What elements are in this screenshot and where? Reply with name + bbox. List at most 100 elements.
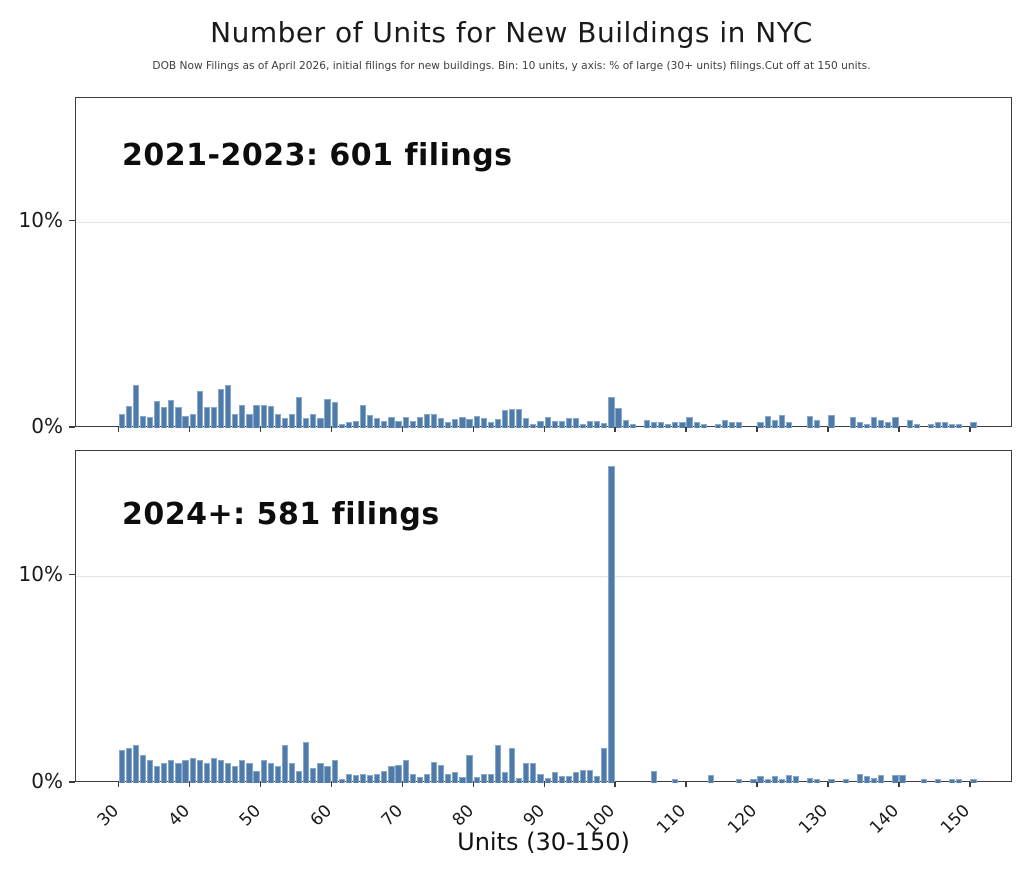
x-tick-mark (401, 427, 404, 432)
histogram-bar-units-107 (665, 423, 672, 428)
histogram-bar-units-30 (118, 749, 125, 783)
histogram-bar-units-47 (239, 760, 246, 783)
y-tick-mark (69, 781, 75, 783)
histogram-bar-units-89 (537, 773, 544, 783)
histogram-bar-units-105 (650, 770, 658, 783)
histogram-bar-units-78 (459, 416, 466, 428)
x-tick-mark (827, 427, 829, 432)
histogram-bar-units-53 (281, 417, 289, 428)
histogram-bar-units-71 (409, 773, 416, 783)
histogram-bar-units-101 (622, 420, 629, 428)
histogram-bar-units-123 (778, 414, 785, 428)
y-tick-mark (69, 573, 75, 575)
histogram-bar-units-117 (736, 421, 743, 428)
histogram-bar-units-93 (565, 417, 572, 428)
x-tick-mark (259, 782, 262, 787)
histogram-bar-units-144 (927, 423, 934, 428)
x-tick-mark (685, 782, 687, 787)
histogram-bar-units-92 (558, 421, 565, 428)
histogram-bar-units-94 (572, 417, 580, 428)
histogram-bar-units-100 (615, 408, 622, 428)
histogram-bar-units-36 (161, 763, 168, 783)
x-tick-mark (543, 782, 545, 787)
histogram-bar-units-86 (516, 409, 523, 428)
histogram-bar-units-142 (913, 424, 920, 428)
histogram-bar-units-84 (501, 410, 509, 428)
y-tick-mark (69, 426, 75, 428)
y-tick-label: 10% (18, 207, 63, 232)
histogram-bar-units-33 (139, 754, 147, 783)
histogram-bar-units-31 (125, 406, 132, 428)
histogram-bar-units-93 (565, 775, 572, 783)
histogram-bar-units-84 (501, 771, 509, 783)
histogram-bar-units-135 (863, 775, 871, 783)
histogram-bar-units-31 (125, 747, 132, 783)
histogram-bar-units-72 (416, 776, 423, 783)
histogram-bar-units-63 (352, 420, 360, 428)
histogram-bar-units-114 (714, 424, 722, 428)
histogram-bar-units-51 (267, 406, 274, 428)
histogram-bar-units-58 (317, 417, 324, 428)
histogram-bar-units-116 (729, 421, 736, 428)
histogram-bar-units-128 (814, 778, 821, 783)
histogram-bar-units-38 (175, 763, 182, 783)
histogram-bar-units-137 (878, 774, 885, 783)
x-tick-mark (827, 782, 829, 787)
histogram-bar-units-132 (842, 778, 849, 783)
x-tick-mark (898, 427, 900, 432)
histogram-bar-units-105 (650, 421, 658, 428)
histogram-bar-units-67 (381, 420, 388, 428)
histogram-bar-units-85 (509, 747, 516, 783)
x-tick-mark (756, 782, 758, 787)
histogram-bar-units-134 (856, 421, 864, 428)
histogram-bar-units-65 (367, 414, 374, 428)
histogram-bar-units-34 (146, 760, 154, 783)
histogram-bar-units-73 (423, 773, 430, 783)
histogram-bar-units-63 (352, 775, 360, 783)
histogram-bar-units-81 (480, 417, 487, 428)
histogram-bar-units-73 (423, 413, 430, 428)
histogram-bar-units-74 (430, 762, 438, 783)
x-tick-mark (969, 782, 971, 787)
histogram-bar-units-96 (587, 421, 594, 428)
histogram-bar-units-74 (430, 413, 438, 428)
histogram-bar-units-61 (338, 778, 345, 783)
x-tick-mark (756, 427, 758, 432)
histogram-bar-units-50 (260, 760, 267, 783)
histogram-bar-units-95 (579, 424, 587, 428)
histogram-bar-units-139 (892, 774, 899, 783)
histogram-bar-units-52 (274, 766, 281, 783)
histogram-bar-units-35 (154, 766, 161, 783)
histogram-bar-units-98 (601, 422, 608, 428)
histogram-bar-units-146 (942, 421, 949, 428)
histogram-bar-units-80 (473, 776, 480, 783)
histogram-bar-units-87 (523, 763, 530, 783)
histogram-bar-units-70 (402, 416, 409, 428)
histogram-bar-units-97 (594, 421, 601, 428)
x-tick-mark (188, 782, 191, 787)
histogram-bar-units-51 (267, 763, 274, 783)
chart-title: Number of Units for New Buildings in NYC (210, 16, 813, 49)
histogram-bar-units-90 (544, 777, 551, 783)
histogram-bar-units-43 (210, 758, 218, 783)
x-tick-mark (188, 427, 191, 432)
histogram-bar-units-108 (672, 421, 679, 428)
histogram-bar-units-133 (849, 416, 856, 428)
histogram-bar-units-39 (182, 415, 189, 428)
histogram-bar-units-82 (487, 421, 494, 428)
histogram-bar-units-147 (949, 778, 956, 783)
histogram-bar-units-46 (232, 413, 239, 428)
histogram-bar-units-67 (381, 770, 388, 783)
histogram-bar-units-150 (970, 421, 977, 428)
histogram-bar-units-121 (764, 415, 771, 428)
histogram-bar-units-136 (871, 416, 878, 428)
histogram-bar-units-61 (338, 423, 345, 428)
histogram-bar-units-88 (530, 423, 537, 428)
x-tick-mark (614, 427, 616, 432)
x-tick-mark (898, 782, 900, 787)
histogram-bar-units-62 (345, 773, 352, 783)
histogram-bar-units-62 (345, 421, 352, 428)
x-axis-label: Units (30-150) (457, 828, 630, 856)
histogram-bar-units-58 (317, 763, 324, 783)
histogram-bar-units-32 (132, 384, 139, 428)
